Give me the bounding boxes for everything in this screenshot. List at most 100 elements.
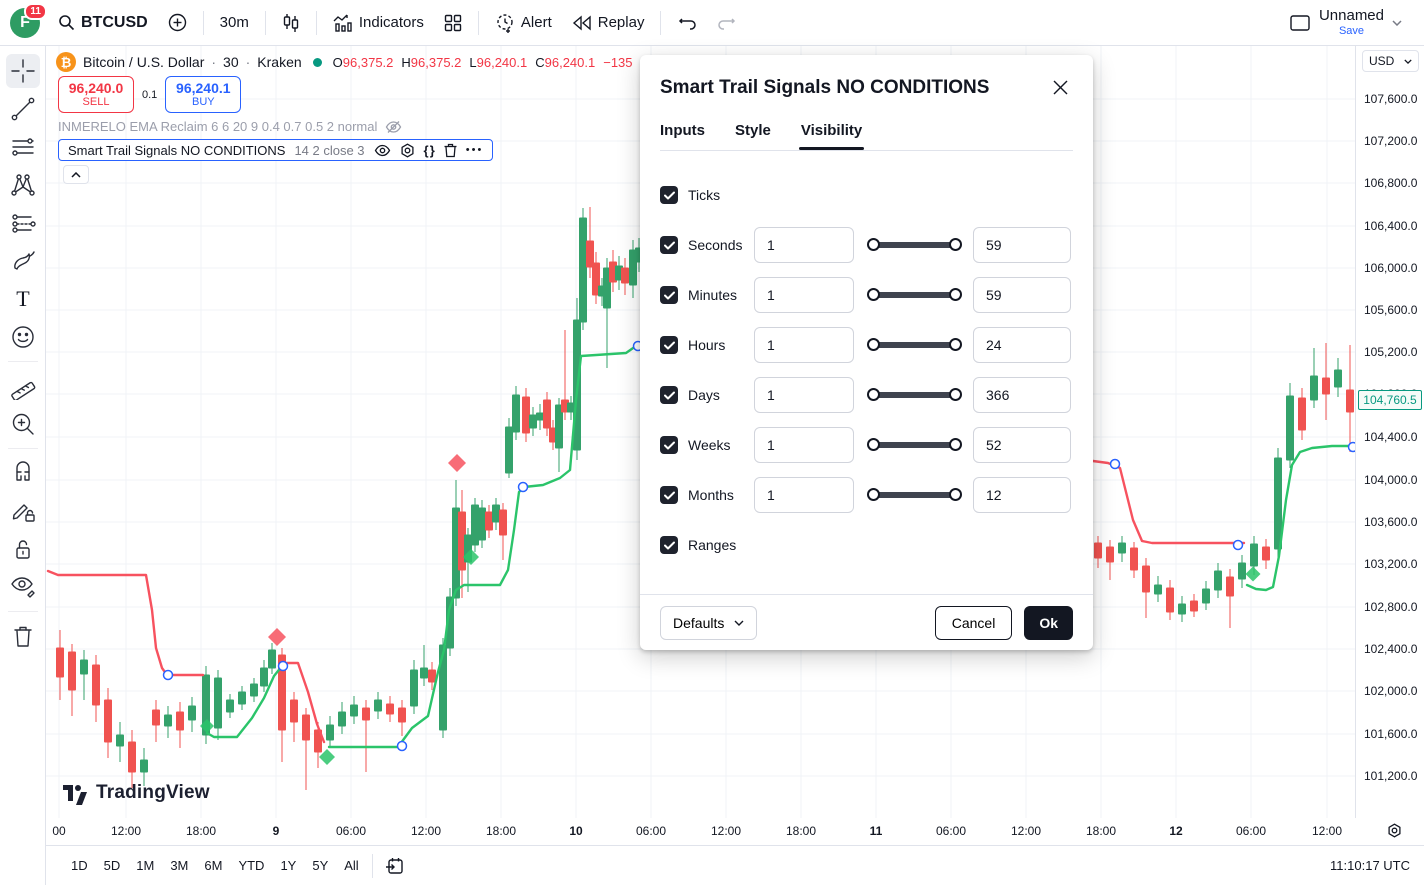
hours-from-input[interactable] [754, 327, 854, 363]
symbol-legend[interactable]: ₿ Bitcoin / U.S. Dollar · 30 · Kraken O9… [56, 52, 633, 72]
minutes-range-slider[interactable] [867, 277, 962, 313]
tool-brush-icon[interactable] [6, 244, 40, 278]
days-to-input[interactable] [973, 377, 1071, 413]
clock-utc[interactable]: 11:10:17 UTC [1330, 858, 1410, 873]
currency-selector[interactable]: USD [1362, 50, 1419, 72]
range-button-1y[interactable]: 1Y [280, 858, 297, 873]
user-avatar[interactable]: F 11 [10, 2, 47, 38]
checkbox-ticks[interactable] [660, 186, 678, 204]
chart-style-button[interactable] [272, 6, 310, 40]
tool-crosshair-icon[interactable] [5, 54, 40, 88]
months-range-slider[interactable] [867, 477, 962, 513]
range-button-5y[interactable]: 5Y [312, 858, 329, 873]
defaults-dropdown[interactable]: Defaults [660, 605, 758, 640]
hours-range-slider[interactable] [867, 327, 962, 363]
save-layout-button[interactable]: Unnamed Save [1319, 8, 1384, 37]
range-button-6m[interactable]: 6M [204, 858, 223, 873]
tab-inputs[interactable]: Inputs [660, 122, 705, 139]
symbol-search-button[interactable]: BTCUSD [48, 6, 158, 40]
checkbox-days[interactable] [660, 386, 678, 404]
slider-handle-left[interactable] [867, 238, 880, 251]
seconds-from-input[interactable] [754, 227, 854, 263]
hours-to-input[interactable] [973, 327, 1071, 363]
checkbox-months[interactable] [660, 486, 678, 504]
cancel-button[interactable]: Cancel [934, 605, 1013, 640]
session-settings-icon[interactable] [1387, 823, 1402, 838]
indicators-button[interactable]: Indicators [323, 6, 434, 40]
slider-handle-left[interactable] [867, 438, 880, 451]
eye-slash-icon[interactable] [385, 120, 402, 134]
checkbox-ranges[interactable] [660, 536, 678, 554]
tool-trend-line-icon[interactable] [6, 92, 40, 126]
tool-xabcd-pattern-icon[interactable] [6, 168, 40, 202]
chevron-down-icon[interactable] [1392, 19, 1402, 26]
templates-button[interactable] [434, 6, 472, 40]
tool-horizontal-lines-icon[interactable] [6, 130, 40, 164]
layout-grid-icon[interactable] [1289, 13, 1311, 33]
days-range-slider[interactable] [867, 377, 962, 413]
slider-handle-right[interactable] [949, 388, 962, 401]
collapse-legend-button[interactable] [63, 165, 89, 184]
range-button-ytd[interactable]: YTD [238, 858, 265, 873]
tool-drawing-lock-icon[interactable] [6, 494, 40, 528]
minutes-to-input[interactable] [973, 277, 1071, 313]
slider-handle-right[interactable] [949, 438, 962, 451]
settings-icon[interactable] [400, 143, 415, 158]
checkbox-hours[interactable] [660, 336, 678, 354]
slider-handle-left[interactable] [867, 388, 880, 401]
sell-button[interactable]: 96,240.0 SELL [58, 76, 134, 113]
range-button-3m[interactable]: 3M [170, 858, 189, 873]
time-axis[interactable]: 00 12:00 18:00 9 06:00 12:00 18:00 10 06:00 12:00… [46, 818, 1355, 845]
tool-magnet-icon[interactable] [6, 456, 40, 490]
checkbox-weeks[interactable] [660, 436, 678, 454]
buy-button[interactable]: 96,240.1 BUY [165, 76, 242, 113]
slider-handle-right[interactable] [949, 288, 962, 301]
ok-button[interactable]: Ok [1024, 605, 1073, 640]
checkbox-seconds[interactable] [660, 236, 678, 254]
weeks-range-slider[interactable] [867, 427, 962, 463]
seconds-to-input[interactable] [973, 227, 1071, 263]
price-axis[interactable]: USD 107,600.0 107,200.0 106,800.0 106,400.0… [1355, 46, 1424, 818]
quantity-field[interactable]: 0.1 [142, 88, 158, 101]
undo-button[interactable] [667, 6, 707, 40]
range-button-5d[interactable]: 5D [103, 858, 121, 873]
weeks-from-input[interactable] [754, 427, 854, 463]
weeks-to-input[interactable] [973, 427, 1071, 463]
slider-handle-right[interactable] [949, 338, 962, 351]
tool-trash-icon[interactable] [6, 619, 40, 653]
redo-button[interactable] [707, 6, 747, 40]
slider-handle-left[interactable] [867, 488, 880, 501]
delete-icon[interactable] [444, 143, 457, 158]
tool-text-icon[interactable]: T [6, 282, 40, 316]
minutes-from-input[interactable] [754, 277, 854, 313]
tool-zoom-in-icon[interactable] [6, 407, 40, 441]
tool-ruler-icon[interactable] [6, 369, 40, 403]
compare-add-button[interactable] [158, 6, 197, 40]
slider-handle-right[interactable] [949, 238, 962, 251]
eye-icon[interactable] [374, 144, 391, 157]
replay-button[interactable]: Replay [562, 6, 655, 40]
more-icon[interactable]: ••• [465, 144, 484, 156]
indicator-row-hidden[interactable]: INMERELO EMA Reclaim 6 6 20 9 0.4 0.7 0.… [58, 119, 402, 134]
tool-lock-all-icon[interactable] [6, 532, 40, 566]
slider-handle-right[interactable] [949, 488, 962, 501]
range-button-all[interactable]: All [344, 858, 359, 873]
source-code-icon[interactable]: { } [423, 142, 435, 158]
tab-style[interactable]: Style [735, 122, 771, 139]
tool-emoji-icon[interactable] [6, 320, 40, 354]
goto-date-icon[interactable] [385, 857, 404, 875]
seconds-range-slider[interactable] [867, 227, 962, 263]
days-from-input[interactable] [754, 377, 854, 413]
slider-handle-left[interactable] [867, 338, 880, 351]
market-status-dot[interactable] [312, 57, 322, 67]
close-icon[interactable] [1048, 75, 1073, 100]
tool-forecast-icon[interactable] [6, 206, 40, 240]
tab-visibility[interactable]: Visibility [798, 122, 865, 150]
range-button-1d[interactable]: 1D [71, 858, 88, 873]
interval-button[interactable]: 30m [210, 6, 259, 40]
months-from-input[interactable] [754, 477, 854, 513]
range-button-1m[interactable]: 1M [136, 858, 155, 873]
tool-hide-drawings-icon[interactable] [6, 570, 40, 604]
checkbox-minutes[interactable] [660, 286, 678, 304]
months-to-input[interactable] [973, 477, 1071, 513]
